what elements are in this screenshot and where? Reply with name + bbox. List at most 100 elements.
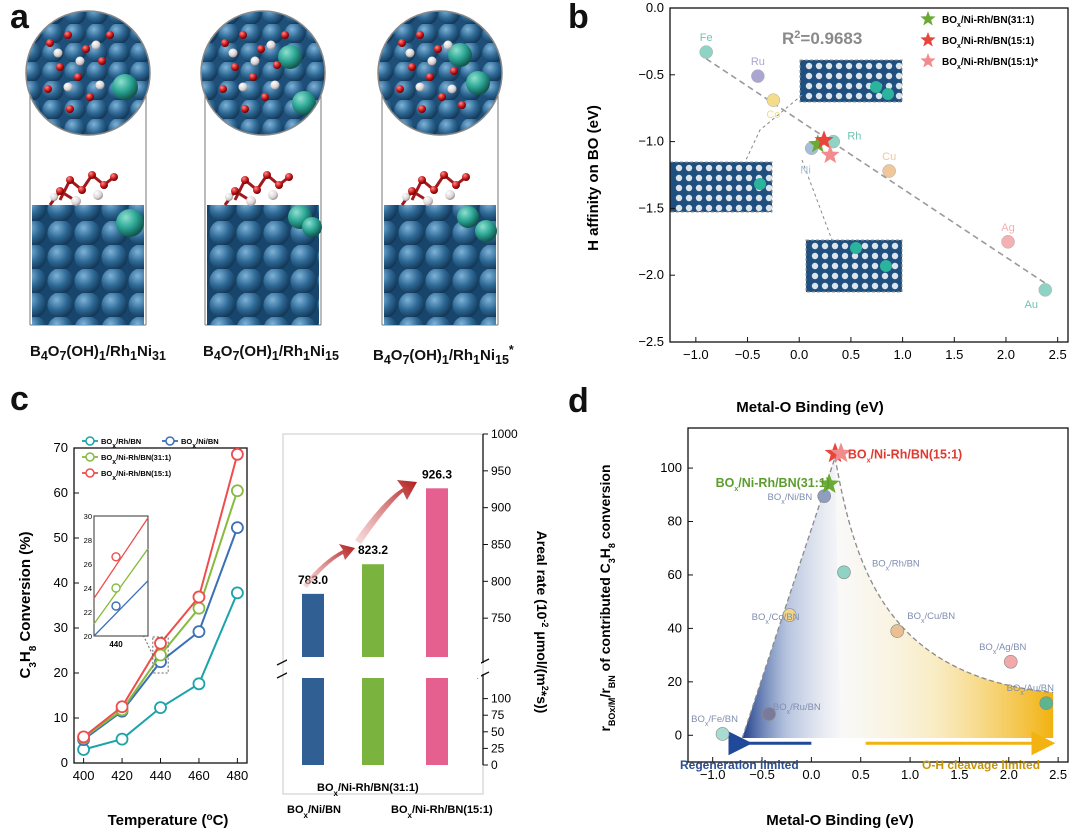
inset-hex [855, 72, 863, 80]
chart-c-series-point [115, 700, 129, 714]
inset-hex [685, 174, 693, 182]
caption-structure-3: B4O7(OH)1/Rh1Ni15* [373, 343, 514, 367]
inset-metal-atom [880, 260, 892, 272]
inset-hex [855, 92, 863, 100]
chart-c-series-point [230, 484, 244, 498]
inset-hex [805, 92, 813, 100]
inset-series-point [111, 552, 121, 562]
inset-hex [881, 252, 889, 260]
inset-hex [851, 272, 859, 280]
chart-c-xtick-label: 460 [188, 768, 210, 783]
chart-d-point-ag [1003, 655, 1018, 669]
inset-ytick-label: 24 [84, 584, 92, 593]
chart-b-point-fe [699, 45, 713, 59]
chart-c2-ytick-label: 75 [491, 708, 505, 722]
chart-d-xtick-label: 0.0 [802, 767, 820, 782]
chart-c-ytick-label: 50 [54, 530, 68, 545]
chart-b-xtick-label: 0.5 [842, 347, 860, 362]
chart-d-xtick-label: −0.5 [749, 767, 775, 782]
bar-category-label-1: BOx/Ni/BN [287, 804, 341, 820]
inset-hex [695, 164, 703, 172]
inset-hex [675, 194, 683, 202]
inset-hex [831, 252, 839, 260]
inset-hex [765, 164, 773, 172]
inset-hex [685, 184, 693, 192]
inset-hex [821, 242, 829, 250]
chart-b-point-label: Rh [847, 131, 861, 143]
chart-d-xtick-label: 1.0 [901, 767, 919, 782]
legend-star [920, 32, 936, 47]
chart-b-ytick-label: 0.0 [646, 0, 664, 15]
chart-d-point-cu [890, 624, 905, 638]
chart-b-structure-insets [669, 59, 903, 293]
chart-d-ytick-label: 60 [668, 567, 682, 582]
inset-hex [825, 82, 833, 90]
inset-hex [825, 62, 833, 70]
structure-inset-3 [805, 239, 903, 293]
chart-b-xtick-label: 2.5 [1049, 347, 1067, 362]
inset-hex [715, 204, 723, 212]
inset-hex [891, 272, 899, 280]
structure-1 [25, 10, 151, 326]
chart-d-star-1 [818, 473, 840, 493]
inset-hex [725, 174, 733, 182]
chart-b-point-ag [1001, 235, 1015, 249]
inset-series-point [111, 583, 121, 593]
annotation-oh-cleavage-limited: O-H cleavage limited [922, 758, 1040, 772]
inset-hex [885, 82, 893, 90]
inset-hex [675, 184, 683, 192]
inset-hex [885, 62, 893, 70]
inset-ytick-label: 30 [84, 512, 92, 521]
inset-hex [755, 204, 763, 212]
chart-c-series-point [192, 601, 206, 615]
chart-b-point-co [766, 93, 781, 107]
chart-b-star-1 [808, 134, 828, 153]
inset-hex [861, 252, 869, 260]
bar-category-label-2: BOx/Ni-Rh/BN(31:1) [317, 782, 419, 798]
inset-hex [725, 164, 733, 172]
inset-hex [811, 282, 819, 290]
caption-structure-1: B4O7(OH)1/Rh1Ni31 [30, 343, 166, 363]
inset-hex [891, 282, 899, 290]
inset-series-point [111, 601, 121, 611]
inset-connector [744, 94, 803, 163]
chart-d-point-fe [715, 727, 730, 741]
chart-d-xtick-label: 2.5 [1049, 767, 1067, 782]
chart-d-ytick-label: 40 [668, 620, 682, 635]
inset-hex [855, 82, 863, 90]
caption-structure-2: B4O7(OH)1/Rh1Ni15 [203, 343, 339, 363]
inset-hex [821, 262, 829, 270]
inset-hex [891, 242, 899, 250]
chart-b-ytick-label: −1.0 [638, 134, 664, 149]
panel-label-a: a [10, 0, 29, 36]
chart-d-point-label: BOx/Au/BN [1007, 683, 1054, 697]
chart-c-series-point [77, 730, 91, 744]
inset-hex [861, 242, 869, 250]
inset-hex [705, 204, 713, 212]
chart-c2-ytick-label: 900 [491, 501, 511, 515]
chart-d-xtick-label: 2.0 [1000, 767, 1018, 782]
chart-b-point-label: Ag [1001, 222, 1014, 234]
inset-hex [865, 62, 873, 70]
inset-hex [871, 272, 879, 280]
inset-metal-atom [870, 81, 882, 93]
chart-d-xtick-label: 0.5 [852, 767, 870, 782]
legend-label: BOx/Ni-Rh/BN(31:1) [101, 453, 172, 466]
inset-hex [735, 184, 743, 192]
inset-hex [851, 252, 859, 260]
chart-c-series-point [230, 521, 244, 535]
inset-hex [695, 194, 703, 202]
inset-hex [705, 184, 713, 192]
inset-hex [745, 174, 753, 182]
chart-b-point-label: Cu [882, 151, 896, 163]
legend-marker [85, 452, 95, 462]
inset-hex [871, 252, 879, 260]
chart-b-point-label: Ru [751, 56, 765, 68]
bar-1 [302, 593, 324, 765]
chart-b-star-2 [814, 130, 834, 149]
inset-hex [871, 242, 879, 250]
chart-b-ytick-label: −2.5 [638, 334, 664, 349]
chart-c-ytick-label: 60 [54, 485, 68, 500]
inset-hex [685, 164, 693, 172]
bar-value-label-3: 926.3 [422, 467, 452, 481]
